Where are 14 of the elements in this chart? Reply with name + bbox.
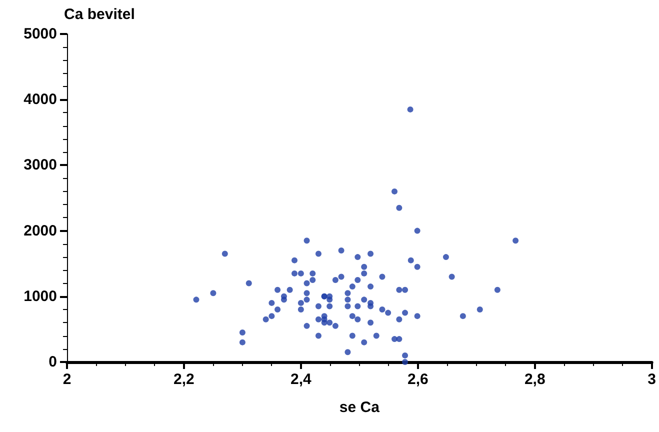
x-tick-label: 2,6	[407, 371, 428, 388]
x-tick-label: 2,8	[524, 371, 546, 388]
x-tick-label: 2,4	[290, 371, 312, 388]
x-tick-label: 3	[648, 371, 656, 388]
x-tick-label: 2	[62, 371, 72, 388]
y-tick-label: 2000	[24, 222, 57, 240]
y-axis-title: Ca bevitel	[64, 6, 135, 23]
y-tick-label: 4000	[24, 91, 57, 108]
y-tick-label: 3000	[24, 156, 57, 174]
x-axis-title: se Ca	[339, 399, 380, 416]
x-tick-label: 2,2	[174, 371, 194, 388]
y-tick-label: 5000	[24, 26, 57, 42]
y-tick-label: 1000	[24, 288, 57, 305]
y-tick-label: 0	[48, 354, 57, 370]
